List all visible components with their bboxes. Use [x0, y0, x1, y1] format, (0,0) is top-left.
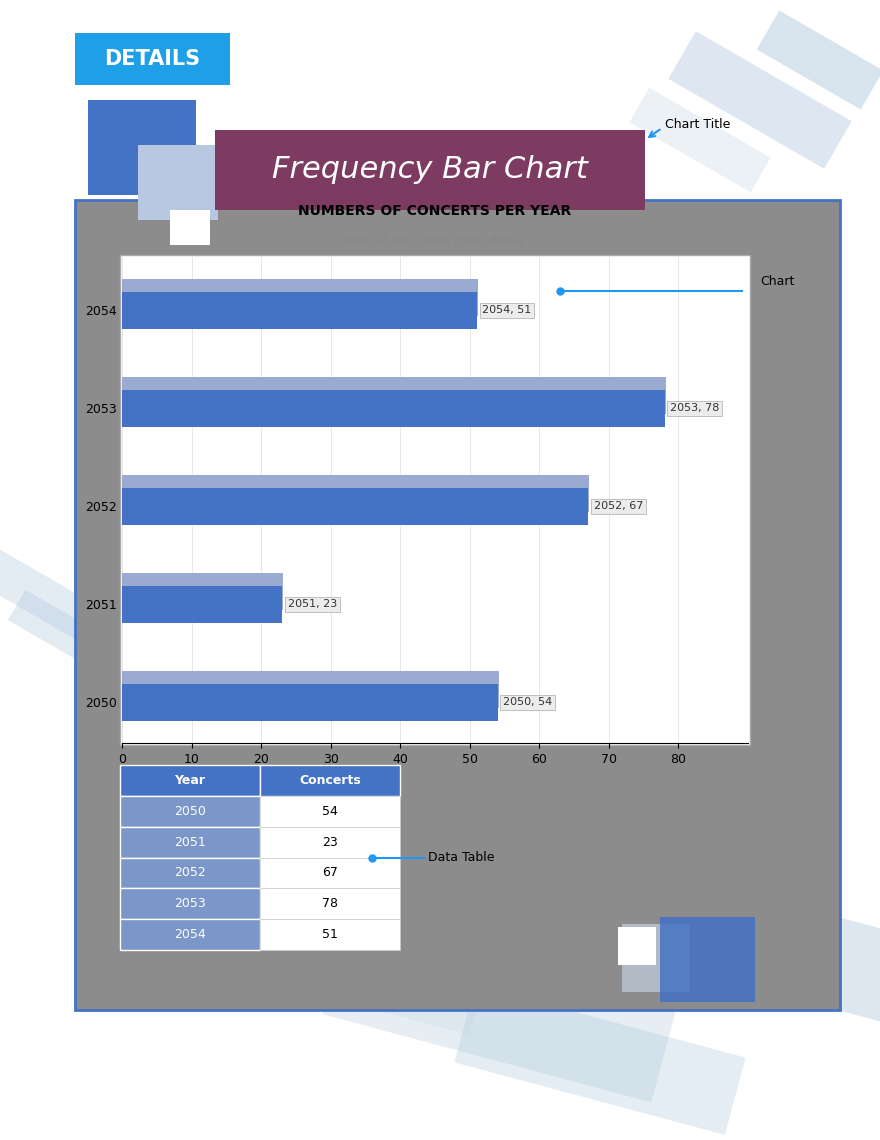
Bar	[121, 377, 666, 414]
Text: 2051, 23: 2051, 23	[288, 600, 337, 610]
Text: NUMBERS OF CONCERTS PER YEAR: NUMBERS OF CONCERTS PER YEAR	[298, 204, 572, 218]
Bar	[618, 927, 656, 964]
Bar	[88, 100, 196, 195]
Text: 2050, 54: 2050, 54	[503, 698, 553, 707]
Text: Frequency Bar Chart: Frequency Bar Chart	[272, 155, 588, 185]
Bar	[121, 671, 499, 708]
Text: Chart: Chart	[760, 275, 795, 287]
Bar	[121, 279, 478, 316]
Polygon shape	[8, 589, 112, 670]
Bar	[215, 130, 645, 210]
Bar	[122, 488, 588, 526]
Text: Chart Title: Chart Title	[665, 119, 730, 131]
Bar	[75, 200, 840, 1010]
Text: Data Table: Data Table	[428, 850, 495, 864]
Polygon shape	[0, 540, 96, 640]
Polygon shape	[629, 88, 771, 193]
Bar	[122, 292, 477, 329]
Bar	[121, 573, 283, 610]
Text: 2053, 78: 2053, 78	[670, 404, 720, 414]
Bar	[622, 925, 690, 992]
Bar	[122, 390, 664, 428]
Polygon shape	[275, 926, 484, 1035]
Text: 2052, 67: 2052, 67	[594, 502, 643, 512]
Bar	[120, 255, 750, 746]
Bar	[75, 33, 230, 86]
Text: Held at the Grand Hotel Arena: Held at the Grand Hotel Arena	[345, 235, 524, 247]
Polygon shape	[323, 918, 677, 1102]
Bar	[122, 586, 282, 622]
Bar	[121, 475, 590, 512]
Bar	[170, 210, 210, 245]
Text: DETAILS: DETAILS	[104, 49, 200, 70]
Bar	[122, 684, 497, 720]
Polygon shape	[593, 857, 880, 1023]
Polygon shape	[668, 31, 852, 169]
Polygon shape	[454, 985, 745, 1135]
Bar	[660, 917, 755, 1002]
Polygon shape	[757, 10, 880, 109]
Text: 2054, 51: 2054, 51	[482, 306, 532, 316]
Bar	[138, 145, 218, 220]
